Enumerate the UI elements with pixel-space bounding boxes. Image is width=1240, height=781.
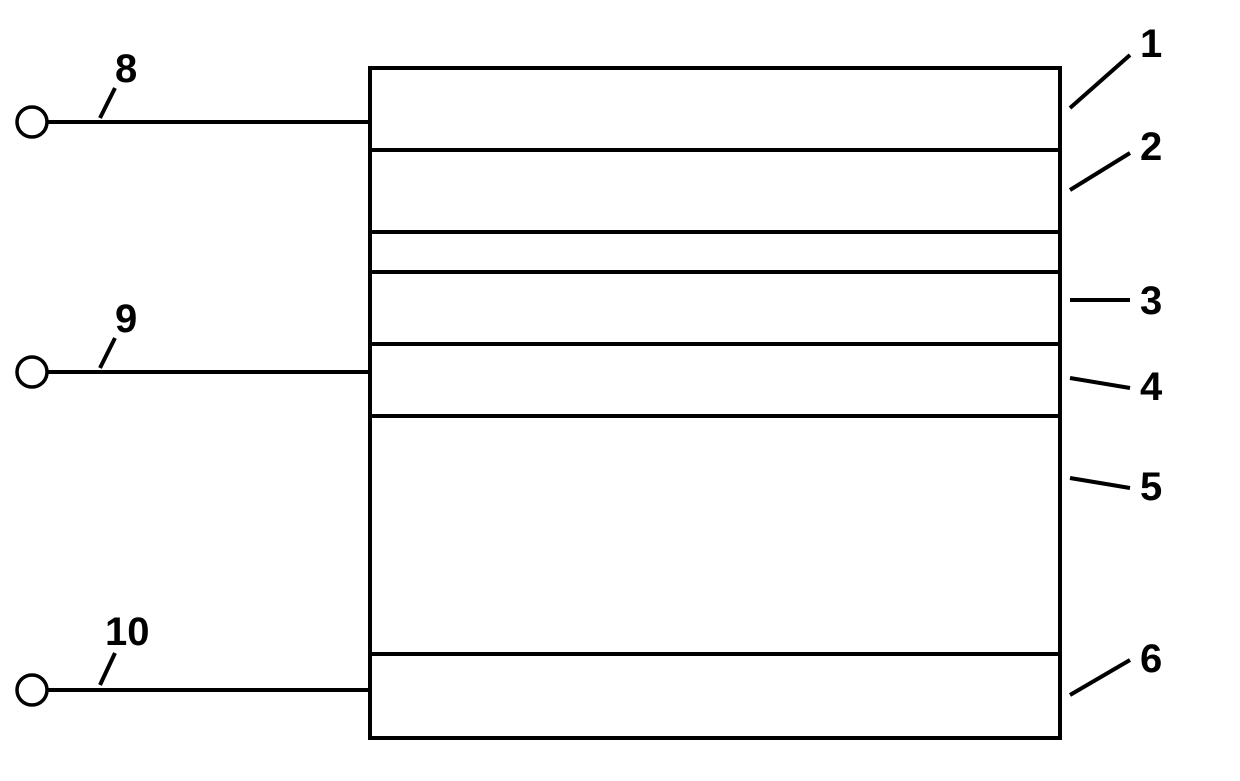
label-3: 3 bbox=[1140, 279, 1162, 323]
leader-line-9 bbox=[100, 338, 115, 368]
stack-outline bbox=[370, 68, 1060, 738]
label-5: 5 bbox=[1140, 465, 1162, 509]
leader-line-2 bbox=[1070, 153, 1130, 190]
label-10: 10 bbox=[105, 610, 150, 654]
label-4: 4 bbox=[1140, 365, 1163, 409]
label-6: 6 bbox=[1140, 637, 1162, 681]
label-8: 8 bbox=[115, 47, 137, 91]
leader-line-10 bbox=[100, 653, 115, 685]
diagram-container: 8 9 10 1 2 3 4 5 6 bbox=[0, 0, 1240, 776]
label-1: 1 bbox=[1140, 22, 1162, 66]
terminal-node-9 bbox=[17, 357, 47, 387]
leader-line-6 bbox=[1070, 660, 1130, 695]
leader-line-8 bbox=[100, 88, 115, 118]
leader-line-4 bbox=[1070, 378, 1130, 388]
label-9: 9 bbox=[115, 297, 137, 341]
leader-line-5 bbox=[1070, 478, 1130, 488]
label-2: 2 bbox=[1140, 125, 1162, 169]
layered-diagram: 8 9 10 1 2 3 4 5 6 bbox=[0, 0, 1240, 776]
leader-line-1 bbox=[1070, 55, 1130, 108]
terminal-node-10 bbox=[17, 675, 47, 705]
terminal-node-8 bbox=[17, 107, 47, 137]
